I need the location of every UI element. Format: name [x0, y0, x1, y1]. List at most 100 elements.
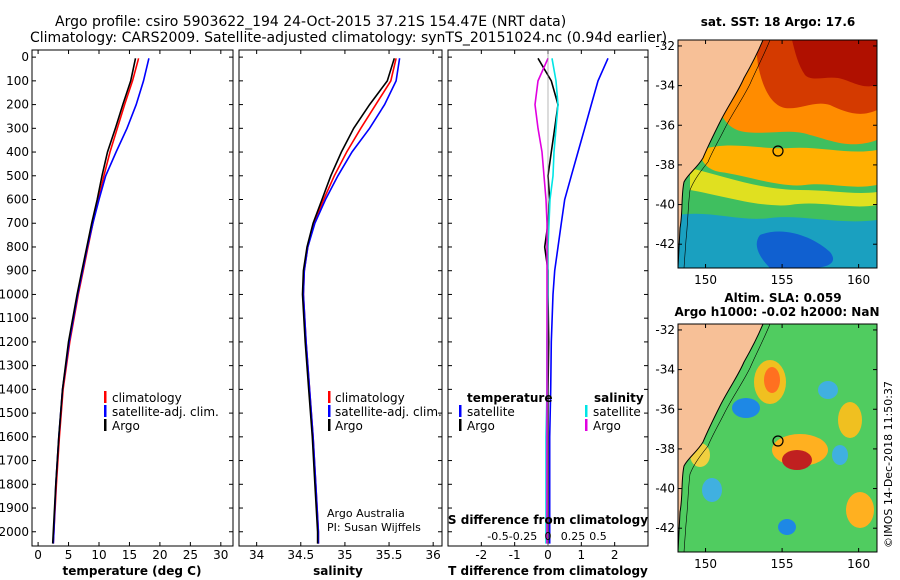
sla-land [678, 324, 763, 552]
sla-eddy-high-3 [838, 402, 862, 438]
sst-map-panel: sat. SST: 18 Argo: 17.6 -32-34-36-38-40-… [655, 15, 878, 287]
legend-mark-satellite [328, 405, 331, 417]
x-tick-label: 1 [578, 548, 586, 562]
x-tick-label: 35 [337, 548, 352, 562]
lon-tick-label: 155 [771, 273, 794, 287]
x-tick-label: 15 [122, 548, 137, 562]
salinity-x-label: salinity [313, 564, 363, 578]
sst-lon-axis: 150 155 160 [694, 40, 870, 287]
lat-tick-label: -42 [655, 237, 675, 251]
depth-tick-label: 600 [6, 193, 29, 207]
sst-shelf-contour [683, 40, 771, 268]
depth-tick-label: 1100 [0, 311, 29, 325]
sla-eddy-low-4 [778, 519, 796, 535]
x-tick-label: 35.5 [376, 548, 403, 562]
lat-tick-label: -36 [655, 118, 675, 132]
depth-tick-label: 0 [21, 50, 29, 64]
sst-land [678, 40, 763, 268]
x-tick-label: 0 [544, 548, 552, 562]
difference-profiles [534, 50, 609, 546]
s-tick-label: 0.5 [589, 530, 607, 543]
legend-mark-satellite [104, 405, 107, 417]
x-tick-label: 30 [213, 548, 228, 562]
sst-coastline [678, 40, 764, 268]
legend-satellite: satellite-adj. clim. [335, 405, 442, 419]
lat-tick-label: -40 [655, 198, 675, 212]
temperature-x-label: temperature (deg C) [63, 564, 202, 578]
sst-yellow-band [690, 168, 877, 207]
sla-argo-position-marker [772, 435, 784, 447]
sla-map-title-1: Altim. SLA: 0.059 [724, 291, 841, 305]
salinity-panel: 34 34.5 35 35.5 36 salinity climatology sate… [238, 49, 443, 578]
sla-map-title-2: Argo h1000: -0.02 h2000: NaN [674, 305, 879, 319]
header-line2: Climatology: CARS2009. Satellite-adjuste… [30, 30, 667, 46]
depth-tick-label: 1900 [0, 501, 29, 515]
legend-argo: Argo [112, 419, 140, 433]
credit-pi: PI: Susan Wijffels [327, 521, 421, 534]
difference-depth-ticks [448, 56, 648, 533]
depth-tick-label: 500 [6, 169, 29, 183]
lat-tick-label: -40 [655, 482, 675, 496]
sla-eddy-high-core [782, 450, 812, 470]
depth-tick-label: 2000 [0, 525, 29, 539]
s-tick-label: 0 [545, 530, 552, 543]
legend-mark-argo [328, 419, 331, 431]
x-tick-label: 34.5 [287, 548, 314, 562]
depth-tick-label: 1000 [0, 287, 29, 301]
depth-tick-label: 400 [6, 145, 29, 159]
sst-lat-axis: -32 -34 -36 -38 -40 -42 [655, 39, 877, 251]
sla-map-frame [677, 323, 878, 553]
profile-line-argo [301, 58, 396, 544]
lon-tick-label: 150 [694, 273, 717, 287]
sla-map-image [678, 324, 877, 552]
depth-tick-label: 700 [6, 216, 29, 230]
x-tick-label: 5 [65, 548, 73, 562]
depth-tick-label: 800 [6, 240, 29, 254]
salinity-legend: climatology satellite-adj. clim. Argo [328, 391, 442, 433]
legend-sal-satellite: satellite [593, 405, 641, 419]
lat-tick-label: -38 [655, 158, 675, 172]
sst-map-image [678, 40, 877, 268]
legend-mark-sal-satellite [585, 405, 588, 417]
temperature-legend: climatology satellite-adj. clim. Argo [104, 391, 219, 433]
legend-temp-argo: Argo [467, 419, 495, 433]
legend-mark-argo [104, 419, 107, 431]
sst-orange-band [700, 145, 877, 187]
x-tick-label: 10 [91, 548, 106, 562]
legend-mark-temp-satellite [459, 405, 462, 417]
salinity-plot-frame [238, 49, 443, 547]
depth-tick-label: 1500 [0, 406, 29, 420]
depth-tick-label: 1200 [0, 335, 29, 349]
s-difference-ticks: -0.5 -0.25 0 0.25 0.5 [487, 530, 606, 543]
sst-hot-inner [790, 40, 877, 87]
salinity-depth-ticks [239, 56, 442, 533]
legend-mark-sal-argo [585, 419, 588, 431]
lat-tick-label: -36 [655, 402, 675, 416]
depth-tick-label: 200 [6, 98, 29, 112]
sla-eddy-high-4 [846, 492, 874, 528]
legend-satellite: satellite-adj. clim. [112, 405, 219, 419]
salinity-x-axis: 34 34.5 35 35.5 36 [249, 50, 441, 562]
legend-salinity-heading: salinity [594, 391, 644, 405]
sst-map-title: sat. SST: 18 Argo: 17.6 [701, 15, 855, 29]
depth-tick-label: 1400 [0, 382, 29, 396]
x-tick-label: 0 [34, 548, 42, 562]
temperature-panel: 0100200300400500600700800900100011001200… [0, 49, 234, 578]
profile-line-salinity-argo [534, 57, 549, 544]
sla-coastline [678, 324, 764, 552]
s-tick-label: -0.5 [487, 530, 508, 543]
legend-mark-climatology [328, 391, 331, 403]
depth-tick-label: 900 [6, 264, 29, 278]
sst-map-frame [677, 39, 878, 269]
x-tick-label: -1 [509, 548, 521, 562]
x-tick-label: -2 [475, 548, 487, 562]
x-tick-label: 36 [426, 548, 441, 562]
depth-tick-label: 1800 [0, 477, 29, 491]
profile-line-argo [51, 58, 137, 544]
difference-x-axis: -2 -1 0 1 2 [475, 50, 618, 562]
sla-shelf-contour [683, 324, 771, 552]
lon-tick-label: 160 [847, 557, 870, 571]
sla-eddy-low-5 [702, 478, 722, 502]
temperature-depth-axis: 0 100 200 300 400 500 600 700 800 900 1000 1100 1200… [0, 50, 233, 539]
depth-tick-label: 100 [6, 74, 29, 88]
